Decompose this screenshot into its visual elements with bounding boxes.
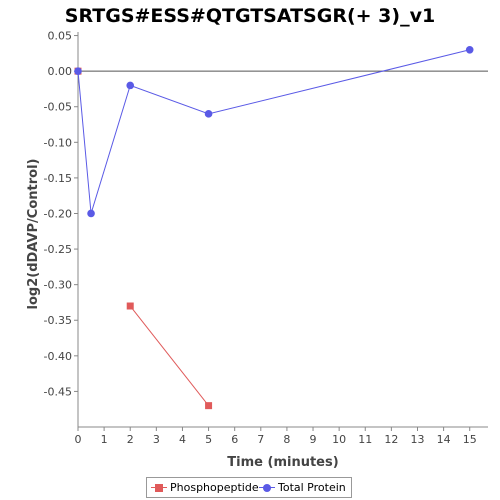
y-axis-label: log2(dDAVP/Control)	[26, 159, 41, 310]
x-tick-label: 13	[410, 433, 424, 446]
x-tick-label: 9	[310, 433, 317, 446]
legend-label-phosphopeptide: Phosphopeptide	[170, 481, 259, 494]
legend-swatch-total-protein-icon	[259, 483, 275, 493]
x-tick-label: 2	[127, 433, 134, 446]
y-tick-label: -0.25	[44, 243, 72, 256]
data-point-phosphopeptide	[126, 302, 134, 310]
x-tick-label: 11	[358, 433, 372, 446]
y-tick-label: -0.20	[44, 207, 72, 220]
x-tick-label: 10	[332, 433, 346, 446]
data-point-total-protein	[74, 67, 82, 75]
data-point-phosphopeptide	[205, 402, 213, 410]
data-point-total-protein	[465, 45, 474, 54]
x-tick-label: 3	[153, 433, 160, 446]
x-tick-label: 15	[463, 433, 477, 446]
x-tick-label: 5	[205, 433, 212, 446]
y-tick-label: 0.00	[48, 65, 73, 78]
plot-background	[78, 32, 488, 427]
y-tick-label: -0.30	[44, 279, 72, 292]
x-tick-label: 7	[257, 433, 264, 446]
series-line-phosphopeptide	[129, 305, 209, 406]
y-tick-label: -0.35	[44, 314, 72, 327]
data-point-total-protein	[204, 110, 213, 118]
x-tick-label: 12	[384, 433, 398, 446]
y-tick-label: -0.05	[44, 101, 72, 114]
data-point-total-protein	[126, 81, 135, 90]
y-tick-label: -0.45	[44, 385, 72, 398]
legend-swatch-phosphopeptide-icon	[151, 483, 167, 493]
x-tick-label: 1	[101, 433, 108, 446]
x-axis-label: Time (minutes)	[227, 455, 338, 470]
y-tick-label: 0.05	[48, 30, 73, 43]
legend-label-total-protein: Total Protein	[278, 481, 346, 494]
legend-item-total-protein: Total Protein	[259, 478, 346, 497]
x-tick-label: 14	[437, 433, 451, 446]
legend: Phosphopeptide Total Protein	[146, 477, 352, 498]
data-point-total-protein	[87, 209, 95, 218]
y-tick-label: -0.15	[44, 172, 72, 185]
x-tick-label: 6	[231, 433, 238, 446]
legend-item-phosphopeptide: Phosphopeptide	[151, 478, 259, 497]
x-tick-label: 0	[75, 433, 82, 446]
plot-area: 0.05 0.00 -0.05 -0.10 -0.15 -0.20 -0.25 -0.30 -0…	[44, 30, 488, 446]
y-tick-label: -0.40	[44, 350, 72, 363]
y-tick-label: -0.10	[44, 136, 72, 149]
chart-title: SRTGS#ESS#QTGTSATSGR(+ 3)_v1	[65, 5, 435, 27]
x-tick-label: 4	[179, 433, 186, 446]
x-tick-label: 8	[283, 433, 290, 446]
